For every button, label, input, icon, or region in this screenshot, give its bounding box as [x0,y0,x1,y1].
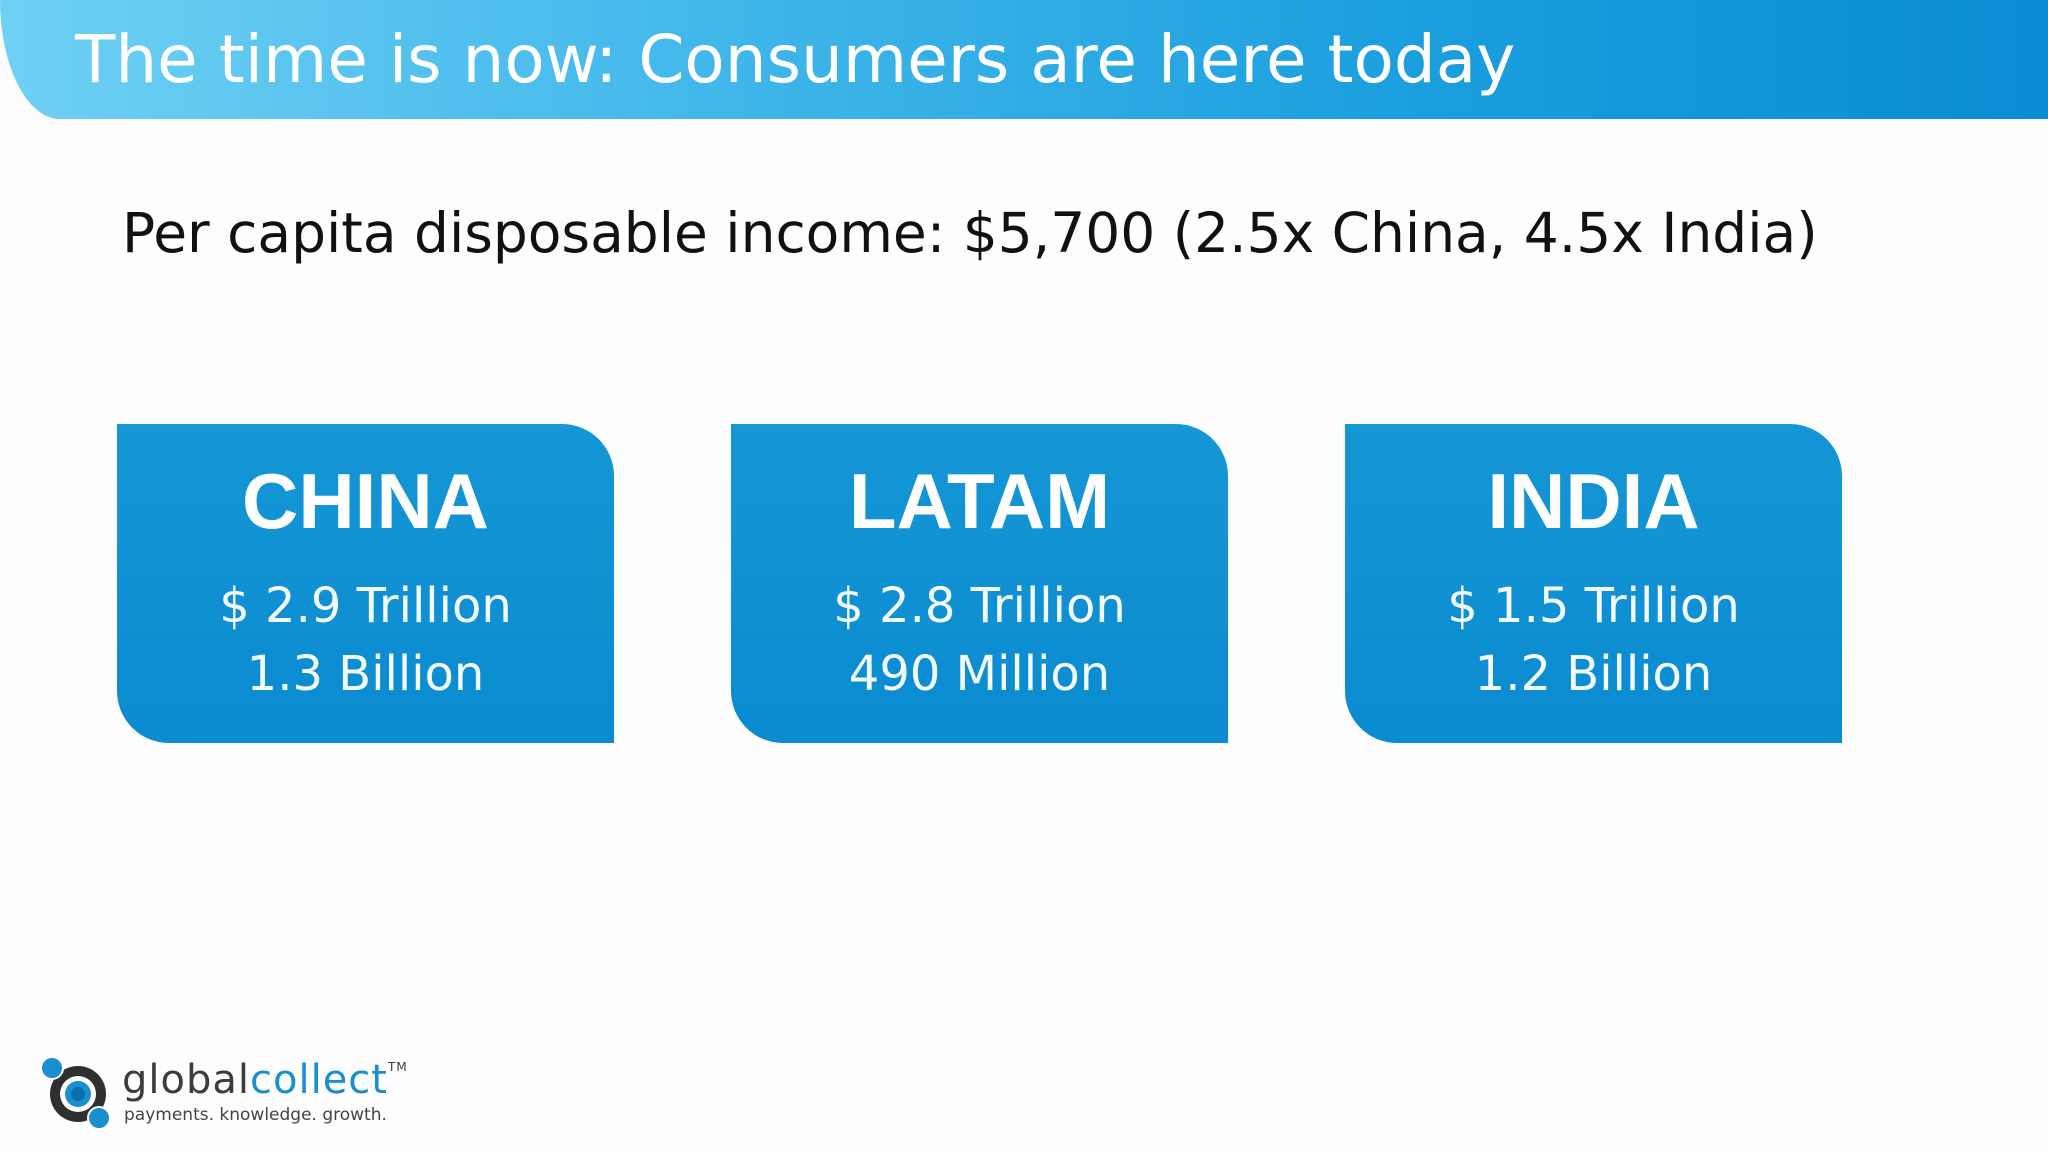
region-name: CHINA [242,457,489,545]
region-name: LATAM [848,457,1111,545]
logo-tagline: payments. knowledge. growth. [124,1105,387,1125]
region-box-latam: LATAM $ 2.8 Trillion 490 Million [731,424,1228,743]
logo-trademark: TM [387,1060,408,1074]
globalcollect-logo-icon [40,1056,111,1130]
region-population: 1.3 Billion [246,646,485,702]
title-bar: The time is now: Consumers are here toda… [0,0,2048,119]
region-value: $ 2.8 Trillion [833,578,1126,634]
logo-wordmark-global: global [122,1057,250,1103]
company-logo: globalcollectTM payments. knowledge. gro… [36,1052,416,1132]
region-name: INDIA [1487,457,1700,545]
logo-wordmark: globalcollectTM [122,1056,408,1104]
region-value: $ 1.5 Trillion [1447,578,1740,634]
region-population: 1.2 Billion [1474,646,1713,702]
slide-subtitle: Per capita disposable income: $5,700 (2.… [122,201,1818,265]
region-box-india: INDIA $ 1.5 Trillion 1.2 Billion [1345,424,1842,743]
logo-wordmark-collect: collect [250,1057,388,1103]
region-population: 490 Million [848,646,1111,702]
slide-title: The time is now: Consumers are here toda… [75,21,1516,98]
region-box-china: CHINA $ 2.9 Trillion 1.3 Billion [117,424,614,743]
region-value: $ 2.9 Trillion [219,578,512,634]
